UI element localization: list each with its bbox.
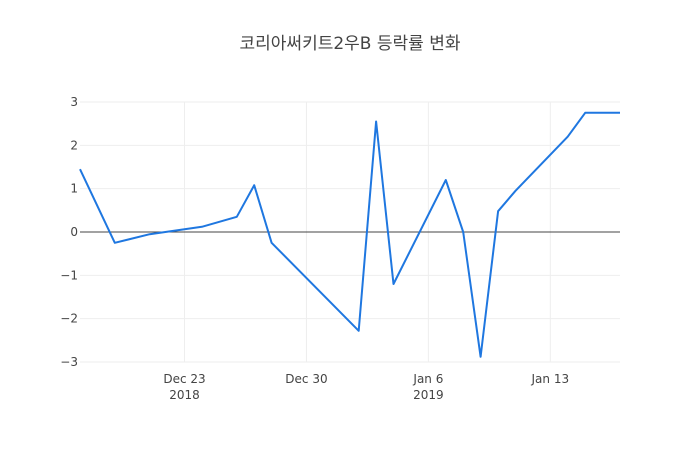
chart-title: 코리아써키트2우B 등락률 변화 (240, 34, 461, 54)
y-tick-label: 1 (70, 182, 78, 196)
y-tick-label: 0 (70, 225, 78, 239)
y-tick-label: 3 (70, 95, 78, 109)
x-tick-label: Dec 30 (285, 372, 327, 386)
y-tick-label: −3 (60, 355, 78, 369)
y-tick-label: −2 (60, 312, 78, 326)
x-tick-year-label: 2018 (169, 388, 200, 402)
x-tick-year-label: 2019 (413, 388, 444, 402)
y-tick-label: 2 (70, 138, 78, 152)
y-tick-label: −1 (60, 268, 78, 282)
x-tick-label: Dec 23 (163, 372, 205, 386)
axis-layer: 3 2 1 0 −1 −2 −3 Dec 23 2018 Dec 30 Jan 6 2019 Jan 1… (60, 95, 620, 402)
x-tick-label: Jan 6 (412, 372, 443, 386)
series-line (79, 111, 620, 358)
series-layer (79, 111, 620, 358)
grid-layer (80, 101, 620, 363)
x-tick-label: Jan 13 (531, 372, 570, 386)
